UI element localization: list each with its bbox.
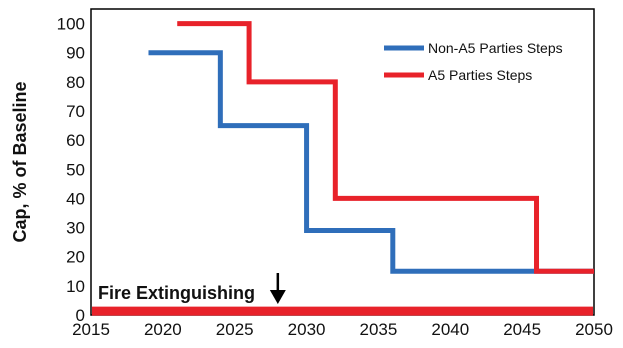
x-tick-label: 2030 bbox=[288, 320, 326, 339]
series-line-non-a5 bbox=[148, 50, 594, 274]
x-tick-label: 2020 bbox=[144, 320, 182, 339]
annotation-fire-extinguishing: Fire Extinguishing bbox=[98, 283, 255, 303]
x-tick-label: 2035 bbox=[360, 320, 398, 339]
legend-label-non-a5: Non-A5 Parties Steps bbox=[428, 40, 563, 56]
y-tick-label: 60 bbox=[66, 131, 85, 150]
fire-extinguishing-band-bar bbox=[92, 306, 593, 316]
y-tick-label: 100 bbox=[57, 15, 85, 34]
x-tick-label: 2045 bbox=[503, 320, 541, 339]
x-tick-label: 2040 bbox=[431, 320, 469, 339]
series-lines bbox=[148, 21, 594, 274]
y-tick-label: 0 bbox=[76, 306, 85, 325]
y-axis-ticks: 0 10 20 30 40 50 60 70 80 90 100 bbox=[57, 15, 85, 325]
x-tick-label: 2015 bbox=[72, 320, 110, 339]
legend-label-a5: A5 Parties Steps bbox=[428, 67, 532, 83]
x-tick-label: 2050 bbox=[575, 320, 613, 339]
y-axis-label: Cap, % of Baseline bbox=[10, 81, 30, 242]
annotation-group: Fire Extinguishing bbox=[98, 273, 286, 304]
fire-extinguishing-band bbox=[92, 306, 593, 316]
y-tick-label: 70 bbox=[66, 102, 85, 121]
y-tick-label: 20 bbox=[66, 248, 85, 267]
y-tick-label: 80 bbox=[66, 73, 85, 92]
y-tick-label: 40 bbox=[66, 189, 85, 208]
plot-area: Fire Extinguishing Non-A5 Parties Steps … bbox=[90, 8, 595, 316]
x-tick-label: 2025 bbox=[216, 320, 254, 339]
y-tick-label: 10 bbox=[66, 277, 85, 296]
series-line-a5 bbox=[177, 21, 594, 274]
y-tick-label: 50 bbox=[66, 160, 85, 179]
x-axis-ticks: 2015 2020 2025 2030 2035 2040 2045 2050 bbox=[72, 320, 613, 339]
y-tick-label: 30 bbox=[66, 219, 85, 238]
legend: Non-A5 Parties Steps A5 Parties Steps bbox=[384, 40, 563, 83]
arrowhead-icon bbox=[269, 290, 286, 304]
y-tick-label: 90 bbox=[66, 44, 85, 63]
